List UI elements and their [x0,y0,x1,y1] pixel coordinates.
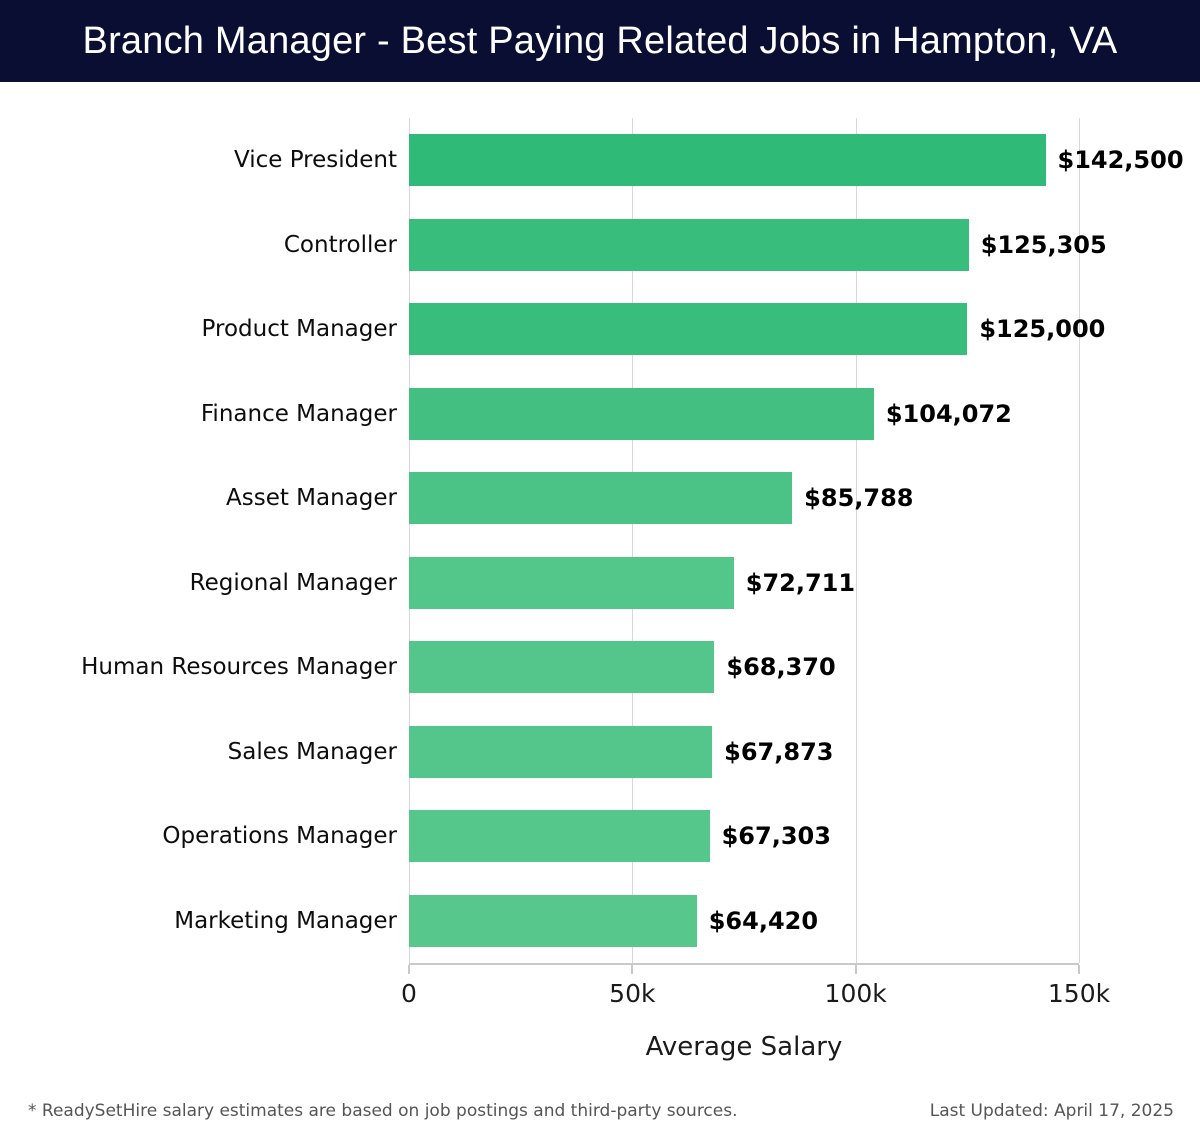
category-label: Human Resources Manager [81,654,397,681]
x-axis-tick-label: 100k [824,979,887,1008]
category-label: Sales Manager [227,738,397,765]
category-label: Finance Manager [200,400,397,427]
value-label: $72,711 [745,568,856,597]
bar-row: Controller $125,305 [0,203,1200,288]
x-axis-tick-label: 150k [1047,979,1111,1008]
bar [409,472,793,525]
gridline-150k [1079,118,1080,963]
category-label: Asset Manager [226,485,397,512]
x-axis-tick-label: 0 [401,979,417,1008]
bar-row: Operations Manager $67,303 [0,794,1200,879]
header-banner: Branch Manager - Best Paying Related Job… [0,0,1200,82]
category-label: Operations Manager [162,823,397,850]
value-label: $68,370 [726,653,836,682]
category-label: Product Manager [201,316,397,343]
bar-row: Vice President $142,500 [0,118,1200,203]
bar-row: Human Resources Manager $68,370 [0,625,1200,710]
chart-title: Branch Manager - Best Paying Related Job… [82,19,1118,62]
bar [409,641,715,694]
category-label: Marketing Manager [174,907,397,934]
gridline-50k [632,118,634,963]
bar-row: Asset Manager $85,788 [0,456,1200,541]
bar [409,556,734,609]
bar-row: Product Manager $125,000 [0,287,1200,372]
value-label: $142,500 [1057,146,1184,175]
value-label: $64,420 [708,906,819,935]
footer-note: * ReadySetHire salary estimates are base… [28,1101,738,1121]
x-axis-tick [854,965,857,974]
bar-chart: Vice President $142,500 Controller $125,305… [0,82,1200,1062]
category-label: Regional Manager [189,569,397,596]
gridline-0 [409,118,410,963]
footer-last-updated: Last Updated: April 17, 2025 [929,1101,1174,1121]
value-label: $85,788 [804,484,914,513]
x-axis-tick [408,965,410,974]
category-label: Controller [283,231,397,258]
bar [409,725,713,778]
value-label: $125,000 [979,315,1106,344]
bar [409,894,697,947]
bar-row: Sales Manager $67,873 [0,710,1200,795]
value-label: $104,072 [885,399,1012,428]
x-axis-tick-label: 50k [609,979,656,1008]
x-axis-line [409,963,1079,965]
value-label: $67,303 [721,822,831,851]
x-axis-tick [1078,965,1080,974]
bar [409,810,710,863]
bar [409,387,874,440]
bar-row: Regional Manager $72,711 [0,541,1200,626]
x-axis-tick [631,965,634,974]
x-axis-title: Average Salary [645,1032,843,1062]
bar [409,303,968,356]
bar [409,218,969,271]
bar-row: Finance Manager $104,072 [0,372,1200,457]
value-label: $67,873 [724,737,834,766]
bar-row: Marketing Manager $64,420 [0,879,1200,964]
value-label: $125,305 [980,230,1107,259]
category-label: Vice President [233,147,397,174]
bar [409,134,1046,187]
gridline-100k [855,118,857,963]
